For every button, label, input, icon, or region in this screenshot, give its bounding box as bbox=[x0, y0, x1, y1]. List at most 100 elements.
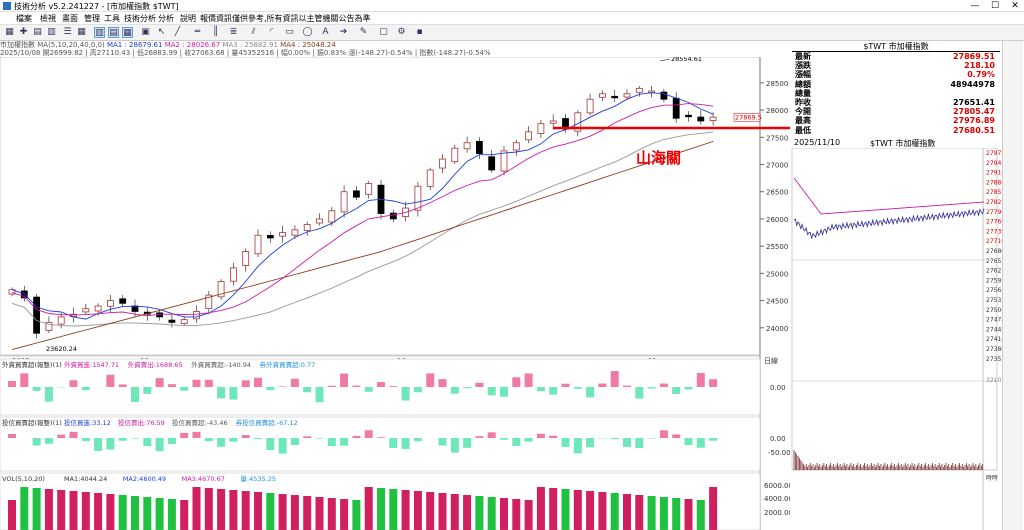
ma20-line bbox=[11, 131, 714, 327]
intraday-chart[interactable]: 27975 27945 27916 27886 27857 27827 27798 27769… bbox=[790, 148, 1002, 530]
ma10-line bbox=[11, 103, 714, 317]
volume-bar bbox=[377, 488, 385, 530]
rectangle-icon[interactable]: ▭ bbox=[285, 27, 294, 37]
close-button[interactable]: ✕ bbox=[1011, 1, 1019, 11]
foreign-bar bbox=[389, 386, 398, 387]
volume-bar bbox=[672, 498, 681, 530]
y-tick-label: 24000 bbox=[766, 325, 788, 333]
arc-icon[interactable]: ◜ bbox=[269, 27, 274, 37]
ma2-value: MA2 : 28026.67 bbox=[164, 41, 221, 49]
ellipse-icon[interactable]: ◯ bbox=[302, 27, 313, 37]
candle-body bbox=[168, 319, 176, 323]
intraday-frame bbox=[791, 148, 998, 471]
menu-tools[interactable]: 工具 bbox=[104, 14, 120, 23]
invest-bar bbox=[450, 438, 459, 453]
quote-row: 總量 bbox=[795, 89, 995, 98]
foreign-bar bbox=[8, 381, 16, 387]
invest-bar bbox=[204, 438, 213, 442]
ma40-line bbox=[11, 140, 714, 351]
invest-bar bbox=[389, 438, 398, 449]
draw-line-icon[interactable]: ╱ bbox=[174, 27, 181, 37]
symbol-name: 市加權指數 bbox=[0, 41, 35, 49]
candle-body bbox=[107, 300, 114, 307]
volume-bar bbox=[549, 488, 558, 530]
invest-panel-frame bbox=[0, 416, 761, 472]
vertical-line-icon[interactable]: ║ bbox=[212, 27, 219, 37]
foreign-panel-value: 外資買進:1547.71 bbox=[64, 360, 119, 369]
candle-body bbox=[660, 91, 668, 100]
fibonacci-icon[interactable]: ≣ bbox=[229, 27, 238, 37]
lock-icon[interactable]: ▢ bbox=[379, 27, 388, 37]
volume-bar bbox=[450, 494, 459, 530]
menu-file[interactable]: 檔案 bbox=[16, 14, 32, 23]
intraday-tick-label: 27533 bbox=[986, 297, 1002, 304]
save-icon[interactable]: ▪ bbox=[416, 27, 423, 37]
intraday-tick-label: 27739 bbox=[986, 228, 1002, 235]
quote-value: 27651.41 bbox=[952, 98, 995, 107]
layout-icon[interactable]: ▤ bbox=[33, 27, 42, 37]
ma5-line bbox=[11, 92, 714, 320]
menu-screen[interactable]: 畫面 bbox=[62, 14, 78, 23]
menu-view[interactable]: 檢視 bbox=[40, 14, 56, 23]
horizontal-line-icon[interactable]: ═ bbox=[194, 27, 201, 37]
foreign-bar bbox=[696, 372, 705, 387]
candle-body bbox=[266, 235, 274, 239]
arrow-icon[interactable]: ➔ bbox=[339, 27, 348, 37]
foreign-bar bbox=[413, 387, 422, 393]
menu-analysis[interactable]: 分析 bbox=[158, 14, 174, 23]
invest-bar bbox=[401, 438, 410, 449]
new-icon[interactable]: ▦ bbox=[5, 27, 14, 37]
candlestick-chart[interactable]: 28500 28000 27500 27000 26500 26000 25500 25000… bbox=[0, 57, 790, 530]
vol-panel-value: 量:4535.25 bbox=[240, 475, 276, 483]
invest-bar bbox=[340, 438, 349, 446]
y-tick-label: 25000 bbox=[766, 270, 788, 278]
settings-icon[interactable]: ⚙ bbox=[397, 27, 406, 37]
text-icon[interactable]: A bbox=[322, 27, 329, 37]
candle-body bbox=[180, 319, 188, 324]
foreign-panel-value: 券外資買賣超:0.77 bbox=[260, 360, 316, 369]
cursor-icon[interactable]: ↖ bbox=[157, 27, 166, 37]
intraday-tick-label: 27680 bbox=[986, 248, 1002, 255]
invest-neg-label: -50.00 bbox=[768, 449, 790, 457]
foreign-bar bbox=[69, 380, 78, 387]
menu-tech-analysis[interactable]: 技術分析 bbox=[124, 14, 156, 23]
candle-body bbox=[672, 97, 680, 119]
maximize-button[interactable]: ☐ bbox=[990, 1, 1000, 11]
minimize-button[interactable]: — bbox=[970, 1, 980, 11]
foreign-panel-value: 外資買賣超:-140.94 bbox=[191, 360, 251, 369]
volume-bar bbox=[598, 492, 607, 530]
invest-bar bbox=[413, 438, 422, 442]
add-icon[interactable]: ✚ bbox=[19, 27, 28, 37]
candle-icon[interactable]: ▥ bbox=[94, 27, 105, 38]
intraday-tick-label: 27563 bbox=[986, 287, 1002, 294]
list-icon[interactable]: ☰ bbox=[63, 27, 72, 37]
candle-body bbox=[389, 212, 397, 220]
chart-icon[interactable]: ▥ bbox=[47, 27, 56, 37]
candle-body bbox=[352, 190, 360, 198]
menu-help[interactable]: 說明 bbox=[180, 14, 196, 23]
line-chart-icon[interactable]: ▦ bbox=[122, 27, 133, 38]
y-tick-label: 28000 bbox=[766, 107, 788, 115]
candle-body bbox=[611, 95, 619, 99]
invest-bar bbox=[229, 438, 238, 442]
grid-icon[interactable]: ▦ bbox=[77, 27, 86, 37]
channel-icon[interactable]: ⫽ bbox=[251, 27, 256, 37]
invest-bar bbox=[32, 438, 41, 446]
intraday-tick-label: 27386 bbox=[986, 346, 1002, 353]
eraser-icon[interactable]: ✎ bbox=[359, 27, 368, 37]
y-tick-label: 25500 bbox=[766, 243, 788, 251]
bar-icon[interactable]: ▤ bbox=[108, 27, 119, 38]
foreign-bar bbox=[81, 387, 90, 391]
volume-bar bbox=[401, 490, 410, 530]
vol-tick-label: 6000.00 bbox=[764, 482, 790, 490]
menu-manage[interactable]: 管理 bbox=[84, 14, 100, 23]
volume-bar bbox=[266, 493, 275, 530]
y-tick-label: 27500 bbox=[766, 134, 788, 142]
zoom-icon[interactable]: ▣ bbox=[141, 27, 150, 37]
foreign-bar bbox=[352, 385, 361, 387]
volume-bar bbox=[573, 490, 582, 530]
quote-row: 漲跌 218.10 bbox=[795, 62, 995, 70]
toolbar: ▦ ✚ ▤ ▥ ☰ ▦ ▥ ▤ ▦ ▣ ↖ ╱ ═ ║ ≣ ⫽ ◜ ▭ ◯ A … bbox=[0, 25, 1024, 41]
quote-value: 0.79% bbox=[967, 70, 995, 80]
vertical-scrollbar[interactable] bbox=[1002, 41, 1023, 530]
